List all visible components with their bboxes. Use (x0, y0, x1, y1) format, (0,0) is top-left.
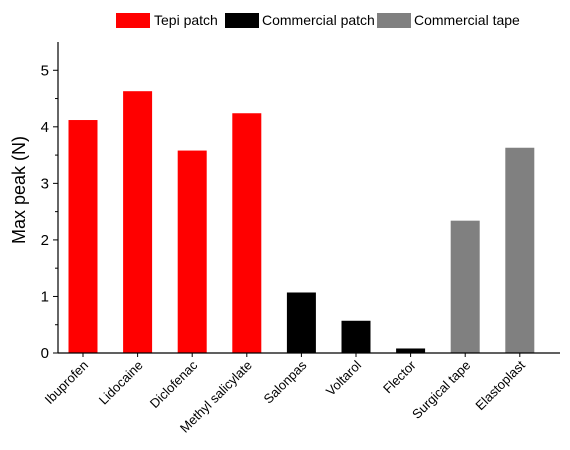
legend-label-commercial-patch: Commercial patch (262, 12, 375, 28)
legend-label-tepi-patch: Tepi patch (154, 12, 218, 28)
legend-swatch-commercial-tape (377, 13, 411, 28)
y-tick-label: 4 (41, 119, 49, 136)
x-tick-label-lidocaine: Lidocaine (96, 358, 146, 408)
bar-diclofenac (177, 150, 207, 353)
x-tick-label-elastoplast: Elastoplast (472, 357, 528, 413)
x-tick-label-ibuprofen: Ibuprofen (42, 358, 91, 407)
bar-voltarol (341, 320, 371, 353)
x-tick-label-salonpas: Salonpas (261, 357, 310, 406)
bar-salonpas (286, 292, 316, 353)
bar-surgical-tape (450, 220, 480, 353)
y-axis-title: Max peak (N) (9, 136, 29, 244)
y-ticks: 0 1 2 3 4 5 (41, 62, 58, 362)
bars (68, 91, 535, 353)
y-tick-label: 3 (41, 175, 49, 192)
legend-label-commercial-tape: Commercial tape (414, 12, 520, 28)
y-tick-label: 1 (41, 288, 49, 305)
bar-elastoplast (505, 147, 535, 353)
y-tick-label: 5 (41, 62, 49, 79)
bar-methyl-salicylate (232, 113, 262, 353)
x-tick-label-surgical-tape: Surgical tape (409, 358, 473, 422)
x-tick-label-diclofenac: Diclofenac (147, 357, 201, 411)
x-tick-label-flector: Flector (380, 357, 419, 396)
y-tick-label: 2 (41, 232, 49, 249)
x-tick-label-voltarol: Voltarol (323, 357, 364, 398)
legend: Tepi patch Commercial patch Commercial t… (116, 12, 520, 28)
bar-lidocaine (123, 91, 153, 353)
y-tick-label: 0 (41, 345, 49, 362)
bar-ibuprofen (68, 120, 98, 353)
legend-swatch-tepi-patch (116, 13, 150, 28)
legend-swatch-commercial-patch (225, 13, 259, 28)
bar-flector (396, 348, 426, 353)
